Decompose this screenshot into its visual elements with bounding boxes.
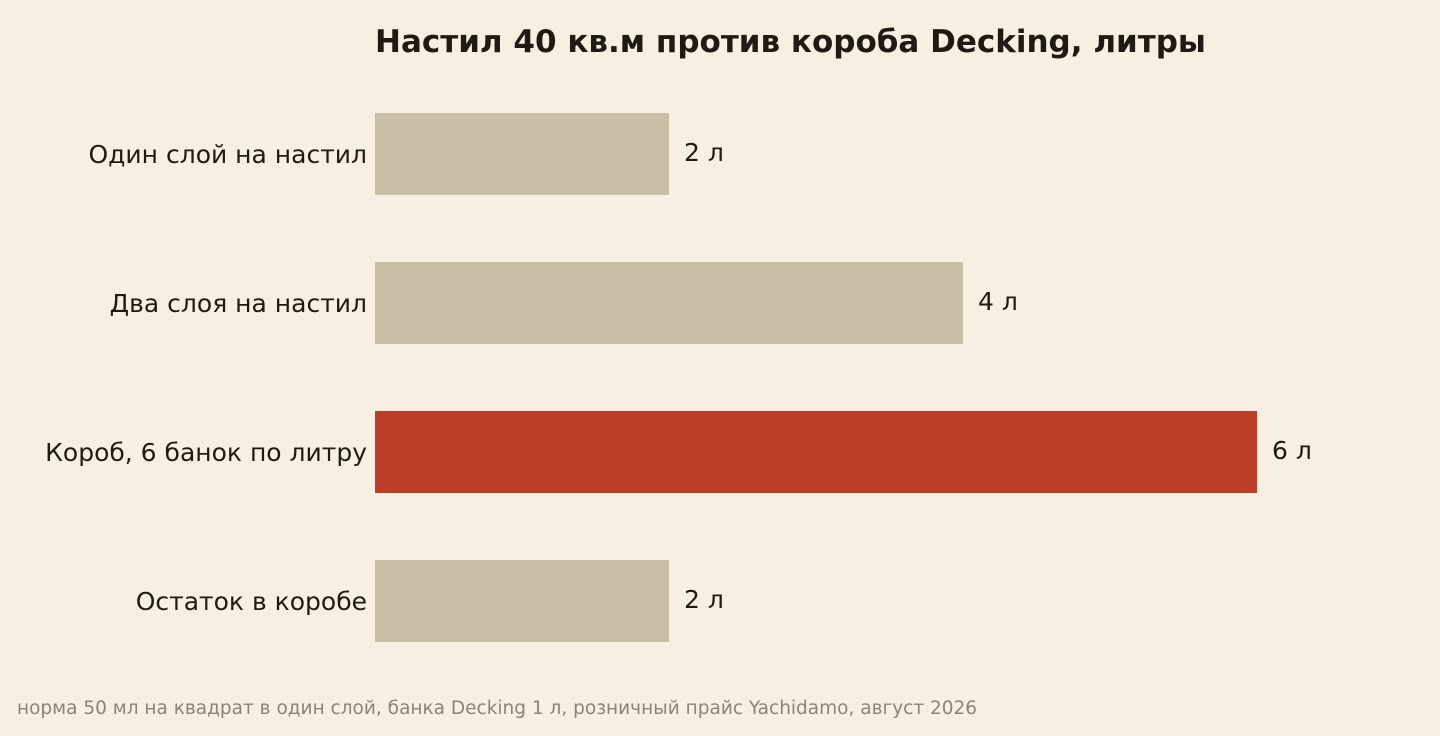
category-label: Остаток в коробе <box>136 587 367 616</box>
bars-layer: Один слой на настил 2 л Два слоя на настил… <box>45 113 1312 642</box>
value-label: 4 л <box>978 287 1018 316</box>
value-label: 6 л <box>1272 436 1312 465</box>
category-label: Один слой на настил <box>88 140 367 169</box>
bar-3 <box>375 411 1257 493</box>
value-label: 2 л <box>684 138 724 167</box>
chart-title: Настил 40 кв.м против короба Decking, ли… <box>375 24 1206 60</box>
bar-1 <box>375 113 669 195</box>
category-label: Короб, 6 банок по литру <box>45 438 367 467</box>
bar-4 <box>375 560 669 642</box>
chart-footnote: норма 50 мл на квадрат в один слой, банк… <box>17 698 977 719</box>
value-label: 2 л <box>684 585 724 614</box>
bar-2 <box>375 262 963 344</box>
category-label: Два слоя на настил <box>110 289 367 318</box>
